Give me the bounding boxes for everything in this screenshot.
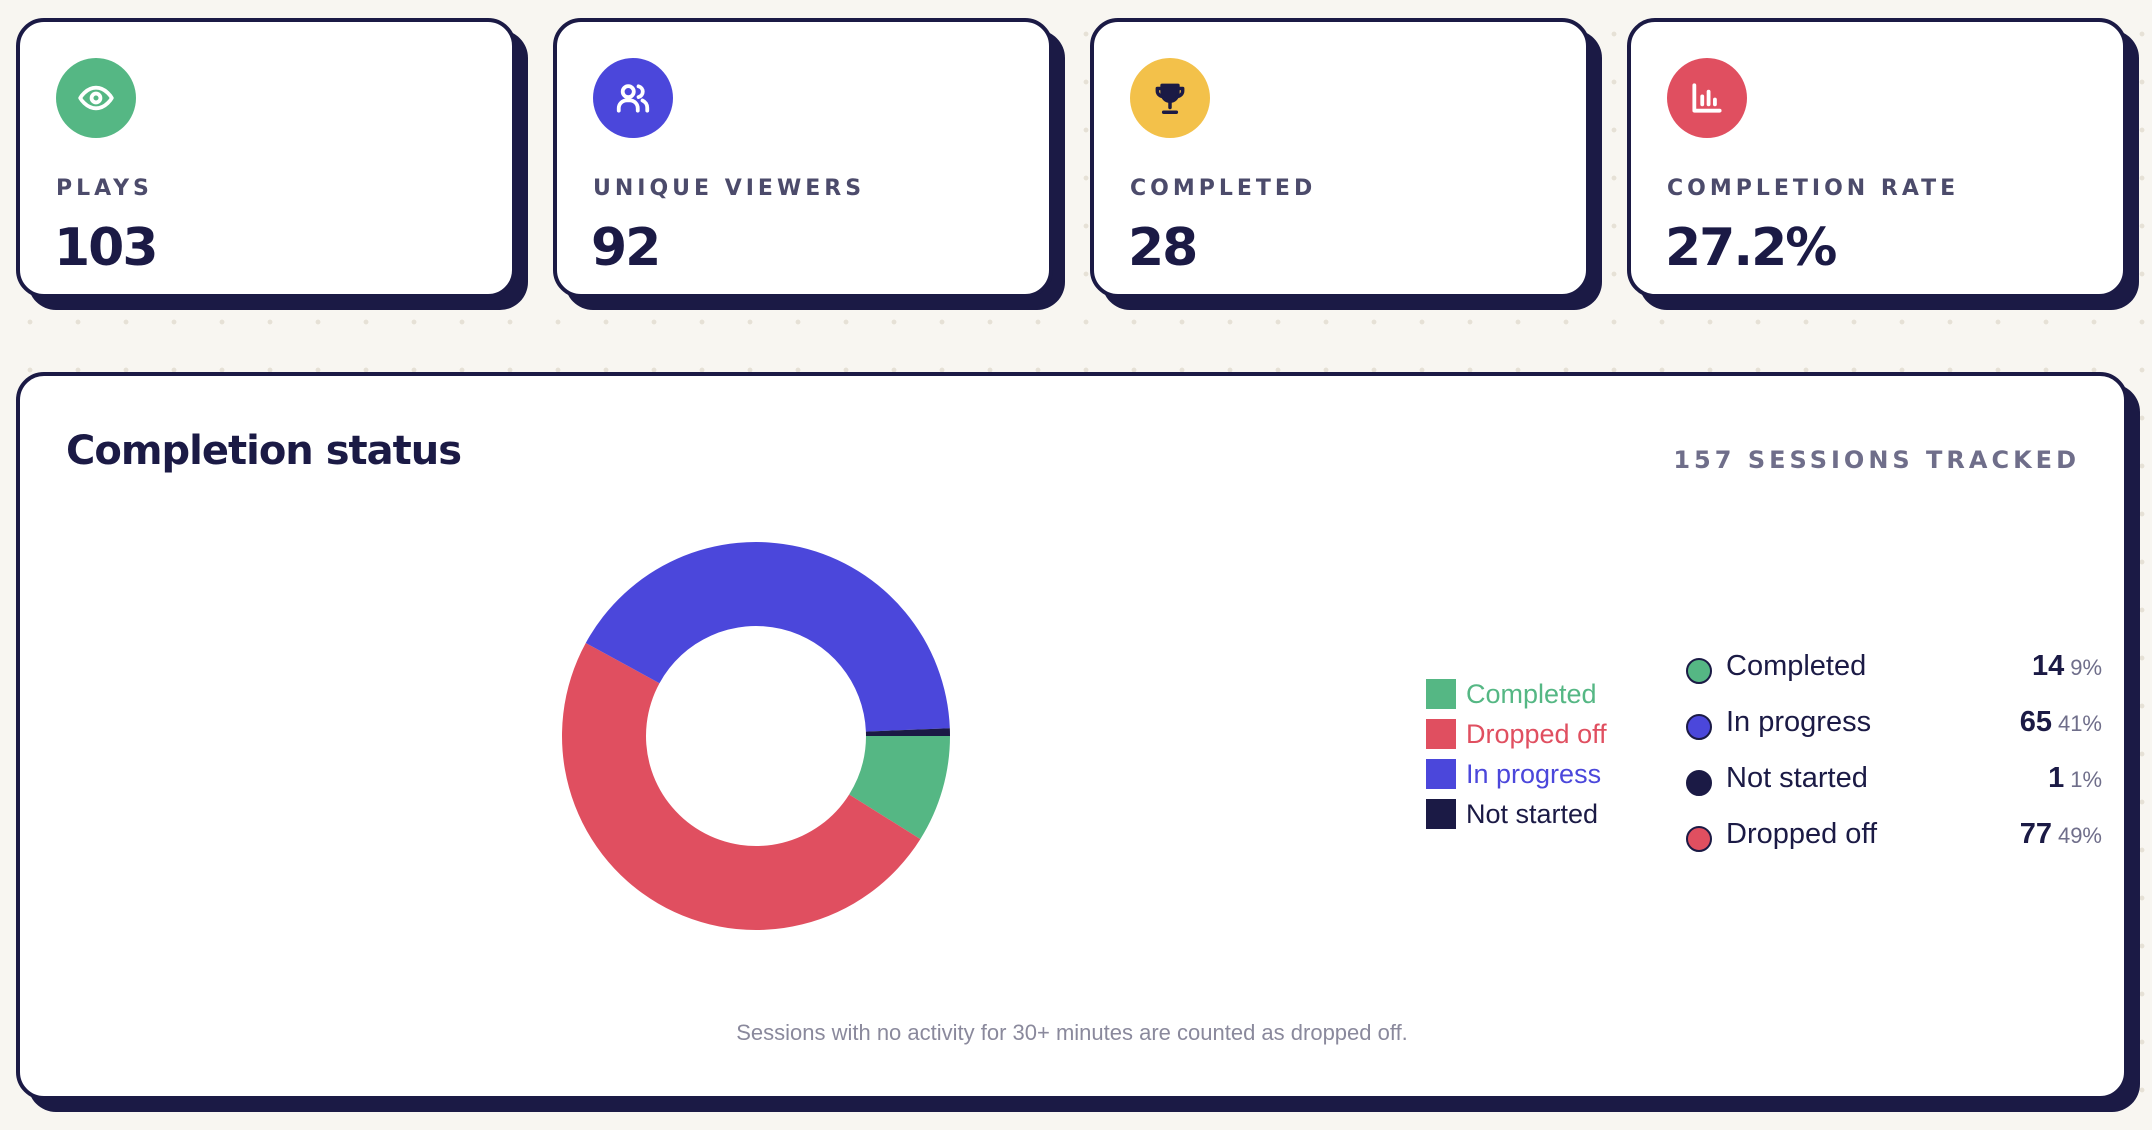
status-figures: 65 41% [2020, 706, 2102, 739]
stat-card-unique-viewers: UNIQUE VIEWERS 92 [553, 18, 1053, 298]
legend-label: Dropped off [1466, 718, 1607, 749]
status-name: In progress [1726, 706, 1872, 738]
users-icon [593, 58, 673, 138]
stat-value: 92 [591, 218, 661, 278]
legend-label: Not started [1466, 798, 1599, 829]
donut-chart [562, 542, 950, 930]
footnote: Sessions with no activity for 30+ minute… [736, 1020, 1408, 1045]
status-figures: 1 1% [2048, 762, 2102, 795]
status-dot [1686, 714, 1712, 740]
legend-swatch [1426, 679, 1456, 709]
status-percent: 41% [2057, 711, 2102, 736]
completion-status-card: Completion status 157 SESSIONS TRACKED C… [16, 372, 2128, 1100]
stat-label: COMPLETED [1130, 176, 1317, 201]
status-percent: 9% [2070, 655, 2102, 680]
status-count: 65 [2019, 706, 2052, 738]
legend-entry-completed[interactable]: Completed [1426, 674, 1607, 714]
status-percent: 49% [2057, 823, 2102, 848]
donut-slice-not-started [865, 728, 950, 736]
status-count: 77 [2019, 818, 2052, 850]
status-figures: 14 9% [2032, 650, 2102, 683]
legend-label: In progress [1466, 758, 1602, 789]
stat-label: UNIQUE VIEWERS [593, 176, 866, 201]
status-dot [1686, 658, 1712, 684]
stat-value: 28 [1128, 218, 1198, 278]
stat-card-completion-rate: COMPLETION RATE 27.2% [1627, 18, 2127, 298]
donut-slice-dropped-off [562, 642, 921, 930]
card-title: Completion status [66, 428, 462, 474]
status-breakdown-list: Completed 14 9% In progress 65 41% Not sta… [1684, 644, 2102, 868]
status-name: Not started [1726, 762, 1868, 794]
status-figures: 77 49% [2020, 818, 2102, 851]
legend-entry-dropped-off[interactable]: Dropped off [1426, 714, 1607, 754]
status-row-dropped-off: Dropped off 77 49% [1684, 812, 2102, 868]
status-dot [1686, 826, 1712, 852]
status-row-completed: Completed 14 9% [1684, 644, 2102, 700]
status-dot [1686, 770, 1712, 796]
stat-value: 27.2% [1665, 218, 1837, 278]
sessions-tracked-count: 157 SESSIONS TRACKED [1673, 446, 2080, 474]
chart-legend: Completed Dropped off In progress Not start… [1426, 674, 1607, 834]
donut-slice-in-progress [585, 542, 950, 732]
stat-card-plays: PLAYS 103 [16, 18, 516, 298]
status-name: Dropped off [1726, 818, 1878, 850]
stat-label: PLAYS [56, 176, 153, 201]
status-row-not-started: Not started 1 1% [1684, 756, 2102, 812]
status-percent: 1% [2070, 767, 2102, 792]
stat-card-completed: COMPLETED 28 [1090, 18, 1590, 298]
donut-slice-completed [849, 736, 950, 840]
status-name: Completed [1726, 650, 1867, 682]
legend-label: Completed [1466, 678, 1597, 709]
bar-chart-icon [1667, 58, 1747, 138]
status-count: 1 [2048, 762, 2065, 794]
stat-value: 103 [54, 218, 159, 278]
legend-swatch [1426, 759, 1456, 789]
status-count: 14 [2031, 650, 2065, 682]
legend-swatch [1426, 719, 1456, 749]
stat-label: COMPLETION RATE [1667, 176, 1960, 201]
eye-icon [56, 58, 136, 138]
legend-entry-in-progress[interactable]: In progress [1426, 754, 1607, 794]
legend-swatch [1426, 799, 1456, 829]
status-row-in-progress: In progress 65 41% [1684, 700, 2102, 756]
legend-entry-not-started[interactable]: Not started [1426, 794, 1607, 834]
trophy-icon [1130, 58, 1210, 138]
